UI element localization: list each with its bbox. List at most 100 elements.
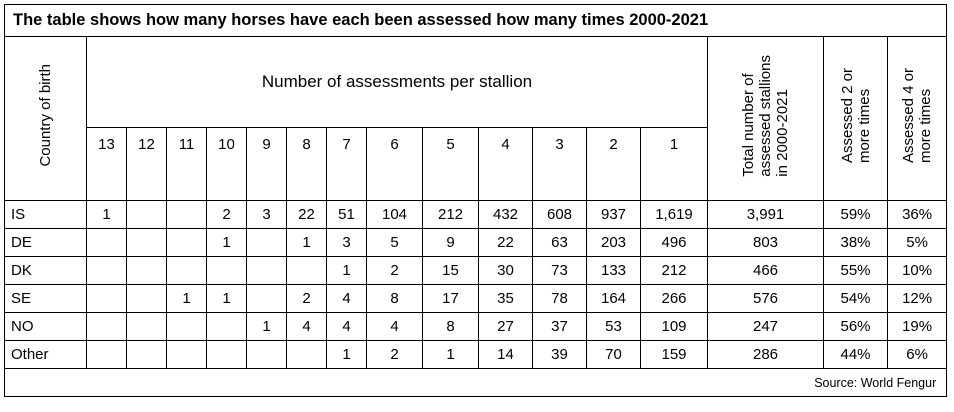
count-cell: 109 [640,312,708,341]
count-cell: 1 [86,200,127,229]
country-cell: DE [4,228,87,257]
count-cell [286,256,327,285]
count-cell: 1 [286,228,327,257]
two-plus-cell: 54% [823,284,888,313]
count-cell: 432 [478,200,533,229]
assessment-count-header: 10 [206,127,247,201]
table-row: Other 1 2 1 14 39 70 159 286 44% 6% [4,340,948,369]
assessment-count-header: 5 [422,127,479,201]
count-cell: 608 [532,200,587,229]
count-cell: 51 [326,200,367,229]
count-cell [126,228,167,257]
two-plus-cell: 38% [823,228,888,257]
count-cell: 8 [422,312,479,341]
two-plus-header-line-1: Assessed 2 or [838,67,856,164]
assessment-count-header: 7 [326,127,367,201]
count-cell: 37 [532,312,587,341]
assessment-table: The table shows how many horses have eac… [3,4,948,397]
table-row: DK 1 2 15 30 73 133 212 466 55% 10% [4,256,948,285]
assessment-count-header: 1 [640,127,708,201]
assessment-count-header: 12 [126,127,167,201]
source-note: Source: World Fengur [3,368,948,397]
count-cell: 1 [326,256,367,285]
count-cell [166,340,207,369]
two-plus-cell: 56% [823,312,888,341]
count-cell: 53 [586,312,641,341]
table-title: The table shows how many horses have eac… [3,4,948,37]
count-cell: 30 [478,256,533,285]
four-plus-cell: 6% [886,340,948,369]
count-cell: 4 [326,312,367,341]
country-cell: SE [4,284,87,313]
count-cell [166,228,207,257]
count-cell: 159 [640,340,708,369]
count-cell: 2 [206,200,247,229]
count-cell [246,228,287,257]
count-cell: 2 [366,256,423,285]
country-cell: IS [4,200,87,229]
count-cell: 15 [422,256,479,285]
count-cell [166,200,207,229]
country-header: Country of birth [4,36,87,201]
count-cell [126,200,167,229]
count-cell [86,284,127,313]
count-cell [126,284,167,313]
count-cell: 27 [478,312,533,341]
four-plus-cell: 36% [886,200,948,229]
count-cell: 14 [478,340,533,369]
count-cell [246,284,287,313]
count-cell: 937 [586,200,641,229]
total-header-line-3: in 2000-2021 [774,88,791,177]
count-cell: 5 [366,228,423,257]
table-row: IS 1 2 3 22 51 104 212 432 608 937 1,619 3,991 59% 36% [4,200,948,229]
assessment-count-header: 9 [246,127,287,201]
count-cell [166,256,207,285]
count-cell: 9 [422,228,479,257]
count-cell: 70 [586,340,641,369]
four-plus-header-line-2: more times [917,88,935,164]
count-cell: 212 [640,256,708,285]
country-cell: Other [4,340,87,369]
total-header-line-1: Total number of [740,72,757,177]
count-cell [286,340,327,369]
assessment-count-header: 11 [166,127,207,201]
table-row: SE 1 1 2 4 8 17 35 78 164 266 576 54% 12% [4,284,948,313]
count-cell: 212 [422,200,479,229]
assessment-count-header: 8 [286,127,327,201]
count-cell [86,256,127,285]
count-cell: 3 [326,228,367,257]
count-cell [206,312,247,341]
two-plus-cell: 59% [823,200,888,229]
count-cell: 4 [326,284,367,313]
count-cell: 1 [206,228,247,257]
two-plus-cell: 55% [823,256,888,285]
count-cell [206,340,247,369]
count-cell: 78 [532,284,587,313]
assessment-count-header: 4 [478,127,533,201]
total-header: Total number of assessed stallions in 2000… [707,36,824,201]
count-cell: 8 [366,284,423,313]
count-cell: 203 [586,228,641,257]
count-cell: 17 [422,284,479,313]
assessment-count-header: 13 [86,127,127,201]
four-plus-cell: 19% [886,312,948,341]
count-cell: 4 [366,312,423,341]
count-cell [246,340,287,369]
count-cell: 1 [246,312,287,341]
assessment-count-header: 2 [586,127,641,201]
count-cell [86,312,127,341]
assessment-count-header: 3 [532,127,587,201]
count-cell: 1 [206,284,247,313]
two-plus-cell: 44% [823,340,888,369]
country-cell: NO [4,312,87,341]
count-cell [86,228,127,257]
four-plus-header: Assessed 4 or more times [886,36,948,201]
two-plus-header-line-2: more times [855,88,873,164]
count-cell [166,312,207,341]
country-cell: DK [4,256,87,285]
count-cell: 63 [532,228,587,257]
count-cell [206,256,247,285]
total-cell: 286 [707,340,824,369]
total-cell: 247 [707,312,824,341]
count-cell: 1 [422,340,479,369]
